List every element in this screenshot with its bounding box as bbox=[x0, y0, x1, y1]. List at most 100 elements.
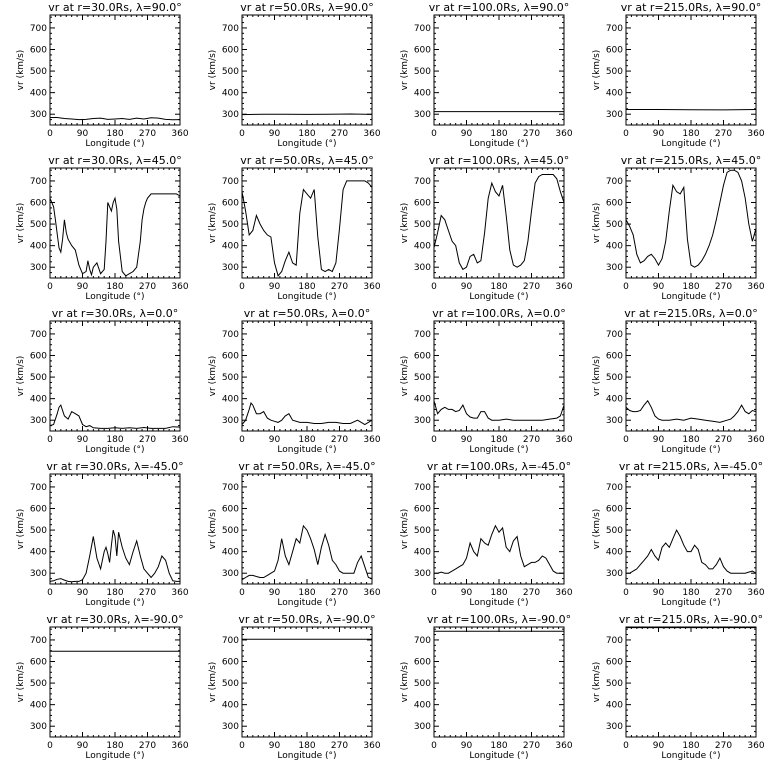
x-tick-label: 180 bbox=[298, 282, 315, 292]
y-tick-label: 400 bbox=[414, 548, 431, 558]
y-tick-label: 600 bbox=[30, 505, 47, 515]
y-tick-label: 400 bbox=[414, 395, 431, 405]
x-tick-label: 0 bbox=[47, 588, 53, 598]
y-tick-label: 700 bbox=[414, 636, 431, 646]
x-axis-label: Longitude (°) bbox=[277, 139, 336, 149]
y-tick-label: 500 bbox=[30, 526, 47, 536]
y-tick-label: 400 bbox=[414, 701, 431, 711]
y-tick-label: 300 bbox=[606, 416, 623, 426]
x-tick-label: 270 bbox=[523, 282, 540, 292]
x-axis-label: Longitude (°) bbox=[277, 445, 336, 455]
y-tick-label: 600 bbox=[414, 46, 431, 56]
y-tick-label: 700 bbox=[222, 636, 239, 646]
x-tick-label: 0 bbox=[623, 282, 629, 292]
y-axis-label: vr (km/s) bbox=[400, 203, 410, 244]
y-axis-label: vr (km/s) bbox=[16, 50, 26, 91]
plot-frame bbox=[433, 14, 565, 126]
y-tick-label: 500 bbox=[222, 526, 239, 536]
x-tick-label: 270 bbox=[523, 588, 540, 598]
x-tick-label: 0 bbox=[239, 129, 245, 139]
x-tick-label: 0 bbox=[239, 588, 245, 598]
x-tick-label: 0 bbox=[431, 282, 437, 292]
y-tick-label: 600 bbox=[414, 352, 431, 362]
x-axis-label: Longitude (°) bbox=[277, 598, 336, 608]
y-tick-label: 500 bbox=[414, 526, 431, 536]
panel-title: vr at r=50.0Rs, λ=-90.0° bbox=[238, 613, 375, 626]
plot-frame bbox=[241, 14, 373, 126]
x-axis-label: Longitude (°) bbox=[661, 292, 720, 302]
plot-frame bbox=[49, 626, 181, 738]
x-tick-label: 90 bbox=[269, 588, 281, 598]
x-tick-label: 180 bbox=[298, 129, 315, 139]
plot-frame bbox=[241, 473, 373, 585]
x-tick-label: 0 bbox=[47, 741, 53, 751]
y-tick-label: 500 bbox=[606, 679, 623, 689]
series-line bbox=[241, 524, 373, 581]
x-tick-label: 270 bbox=[331, 741, 348, 751]
y-tick-label: 500 bbox=[414, 373, 431, 383]
x-tick-label: 180 bbox=[298, 588, 315, 598]
y-tick-label: 300 bbox=[606, 110, 623, 120]
x-tick-label: 360 bbox=[363, 435, 380, 445]
x-axis-label: Longitude (°) bbox=[277, 292, 336, 302]
x-tick-label: 180 bbox=[682, 282, 699, 292]
x-tick-label: 270 bbox=[523, 129, 540, 139]
x-axis-label: Longitude (°) bbox=[661, 139, 720, 149]
y-tick-label: 400 bbox=[30, 89, 47, 99]
x-tick-label: 180 bbox=[106, 282, 123, 292]
y-tick-label: 300 bbox=[222, 722, 239, 732]
x-tick-label: 90 bbox=[269, 282, 281, 292]
x-tick-label: 90 bbox=[269, 435, 281, 445]
x-tick-label: 0 bbox=[239, 435, 245, 445]
panel-title: vr at r=215.0Rs, λ=0.0° bbox=[624, 307, 757, 320]
y-tick-label: 700 bbox=[30, 24, 47, 34]
plot-frame bbox=[49, 14, 181, 126]
x-tick-label: 90 bbox=[269, 129, 281, 139]
x-tick-label: 360 bbox=[747, 282, 764, 292]
y-tick-label: 300 bbox=[30, 110, 47, 120]
panel-title: vr at r=50.0Rs, λ=0.0° bbox=[244, 307, 370, 320]
series-line bbox=[434, 524, 564, 574]
x-tick-label: 90 bbox=[77, 129, 89, 139]
y-tick-label: 400 bbox=[222, 89, 239, 99]
y-axis-label: vr (km/s) bbox=[208, 50, 218, 91]
x-tick-label: 90 bbox=[461, 588, 473, 598]
y-tick-label: 700 bbox=[606, 330, 623, 340]
x-tick-label: 270 bbox=[331, 588, 348, 598]
y-tick-label: 300 bbox=[30, 416, 47, 426]
panel-title: vr at r=100.0Rs, λ=45.0° bbox=[429, 154, 569, 167]
y-tick-label: 300 bbox=[222, 263, 239, 273]
y-tick-label: 600 bbox=[222, 658, 239, 668]
x-tick-label: 90 bbox=[77, 435, 89, 445]
y-axis-label: vr (km/s) bbox=[592, 509, 602, 550]
x-axis-label: Longitude (°) bbox=[469, 751, 528, 761]
panel-title: vr at r=100.0Rs, λ=-90.0° bbox=[427, 613, 571, 626]
x-tick-label: 360 bbox=[747, 741, 764, 751]
y-tick-label: 300 bbox=[606, 722, 623, 732]
x-tick-label: 360 bbox=[363, 741, 380, 751]
x-tick-label: 0 bbox=[47, 282, 53, 292]
x-tick-label: 360 bbox=[747, 435, 764, 445]
x-tick-label: 0 bbox=[623, 129, 629, 139]
y-axis-label: vr (km/s) bbox=[592, 50, 602, 91]
x-tick-label: 270 bbox=[139, 129, 156, 139]
x-tick-label: 0 bbox=[623, 435, 629, 445]
plot-frame bbox=[433, 626, 565, 738]
plot-frame bbox=[241, 320, 373, 432]
x-tick-label: 360 bbox=[555, 741, 572, 751]
plot-frame bbox=[625, 626, 757, 738]
y-axis-label: vr (km/s) bbox=[400, 50, 410, 91]
x-axis-label: Longitude (°) bbox=[85, 751, 144, 761]
x-tick-label: 360 bbox=[747, 588, 764, 598]
x-tick-label: 270 bbox=[715, 435, 732, 445]
plot-frame bbox=[625, 14, 757, 126]
plot-frame bbox=[433, 167, 565, 279]
y-tick-label: 500 bbox=[606, 526, 623, 536]
x-tick-label: 270 bbox=[331, 129, 348, 139]
x-tick-label: 90 bbox=[653, 588, 665, 598]
y-axis-label: vr (km/s) bbox=[16, 509, 26, 550]
y-tick-label: 400 bbox=[222, 701, 239, 711]
y-tick-label: 700 bbox=[30, 483, 47, 493]
x-tick-label: 360 bbox=[171, 435, 188, 445]
y-tick-label: 500 bbox=[222, 679, 239, 689]
